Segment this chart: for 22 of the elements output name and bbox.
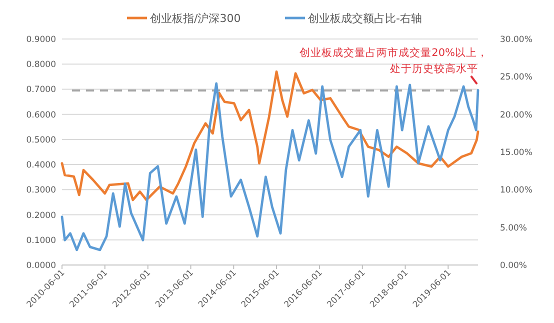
y-tick-label: 0.5000 [26,135,56,146]
y-tick-label: 0.2000 [26,210,56,221]
legend-label: 创业板指/沪深300 [150,12,241,25]
y-tick-label: 0.7000 [26,85,56,96]
y2-tick-label: 15.00% [500,148,532,158]
y-tick-label: 0.1000 [26,236,56,246]
annotation: 创业板成交量占两市成交量20%以上， [300,46,488,59]
y-tick-label: 0.0000 [26,261,56,271]
y-tick-label: 0.8000 [26,60,56,70]
line-series [60,82,480,252]
y2-tick-label: 10.00% [500,186,532,196]
y2-tick-label: 5.00% [500,223,528,234]
y2-tick-label: 20.00% [500,110,532,120]
annotation: 处于历史较高水平 [390,62,478,75]
y2-tick-label: 25.00% [500,72,532,83]
y2-tick-label: 0.00% [500,261,528,271]
y-tick-label: 0.4000 [26,160,56,171]
y-tick-label: 0.3000 [26,186,56,196]
y-tick-label: 0.9000 [26,35,56,45]
legend-label: 创业板成交额占比-右轴 [308,12,422,25]
y2-tick-label: 30.00% [500,35,532,45]
y-tick-label: 0.6000 [26,110,56,120]
